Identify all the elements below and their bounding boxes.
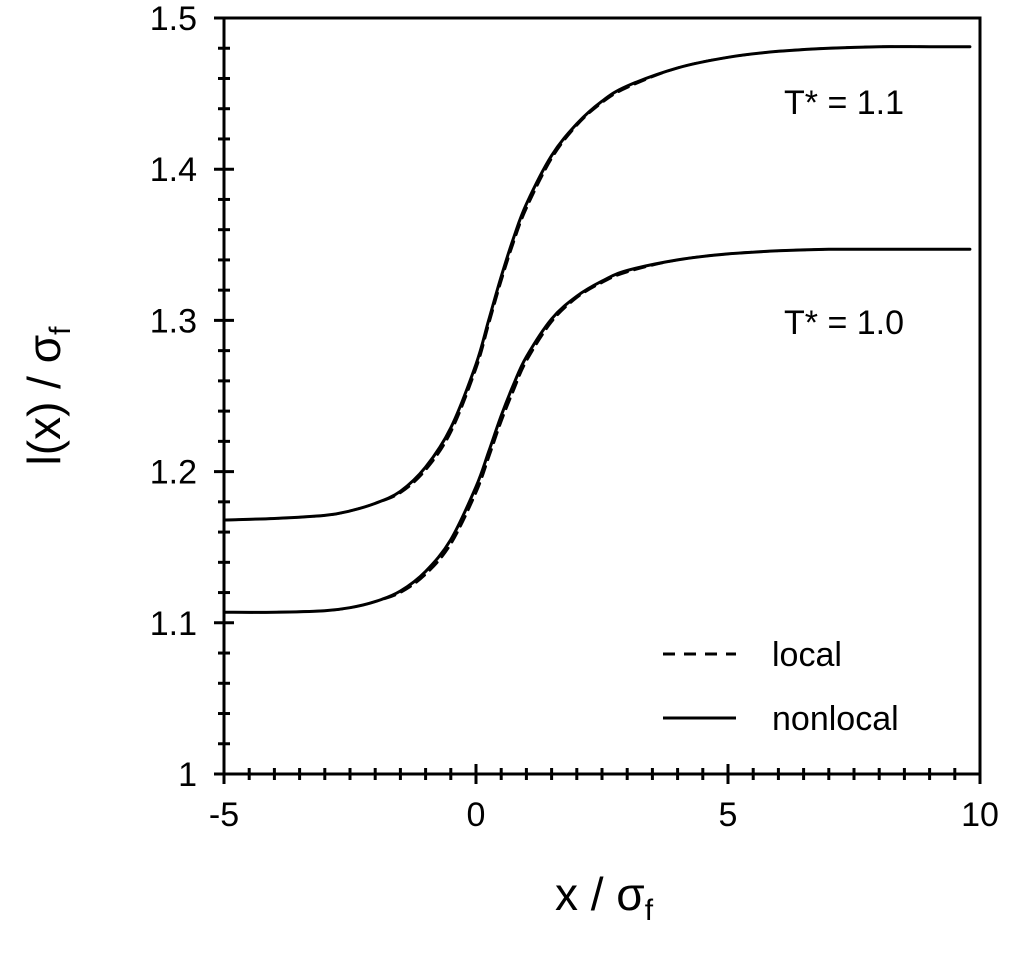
tick-labels: -5 0 5 10 1 1.1 1.2 1.3 1.4 1.5: [150, 0, 999, 834]
y-tick-label: 1.2: [150, 454, 197, 492]
x-axis-title: x / σf: [555, 868, 654, 927]
legend: local nonlocal: [663, 636, 899, 738]
x-tick-label: 10: [961, 796, 999, 834]
legend-label-local: local: [772, 636, 842, 674]
annotation-t-1-0: T* = 1.0: [784, 304, 904, 342]
x-axis-title-main: x / σ: [555, 868, 645, 920]
y-tick-label: 1.4: [150, 151, 197, 189]
annotation-t-1-1: T* = 1.1: [784, 84, 904, 122]
series-line-local-1-0: [222, 247, 972, 614]
y-axis-title-main: l(x) / σ: [18, 335, 70, 466]
legend-label-nonlocal: nonlocal: [772, 700, 899, 738]
x-tick-label: 0: [467, 796, 486, 834]
series-line-local-1-1: [222, 45, 972, 522]
plot-frame: [222, 16, 982, 776]
y-axis-title-sub: f: [44, 326, 77, 335]
series-layer: [222, 45, 972, 614]
x-tick-label: -5: [209, 796, 239, 834]
y-tick-label: 1.3: [150, 302, 197, 340]
y-tick-label: 1.1: [150, 605, 197, 643]
x-tick-label: 5: [719, 796, 738, 834]
y-tick-label: 1: [178, 756, 197, 794]
x-axis-title-sub: f: [645, 894, 654, 927]
y-axis-title: l(x) / σf: [18, 326, 77, 466]
y-tick-label: 1.5: [150, 0, 197, 38]
